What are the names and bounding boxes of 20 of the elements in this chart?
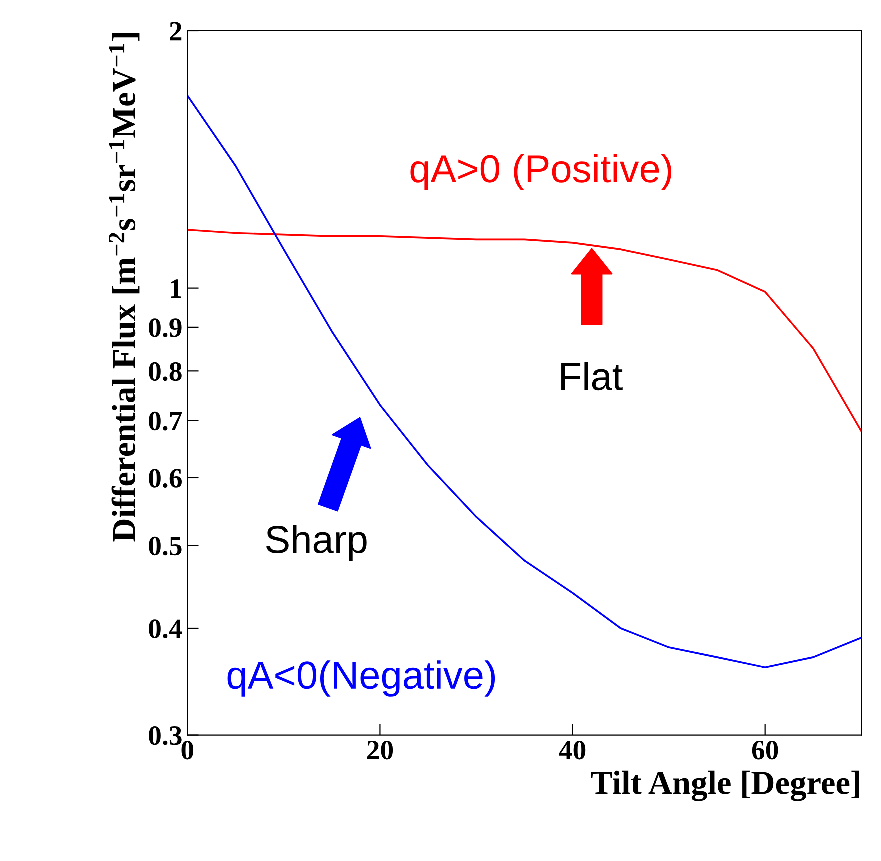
x-axis-title: Tilt Angle [Degree] xyxy=(591,770,860,802)
y-tick-label: 0.3 xyxy=(149,726,182,746)
y-tick-label: 0.8 xyxy=(149,362,182,382)
text: qA<0(Negative) xyxy=(228,660,496,697)
x-tick-label: 40 xyxy=(559,740,586,760)
series-label: qA>0 (Positive) xyxy=(410,154,672,191)
line-series xyxy=(188,229,862,432)
y-tick-label: 0.4 xyxy=(149,620,182,639)
y-tick-label: 0.9 xyxy=(149,318,182,338)
y-tick-label: 0.5 xyxy=(149,536,182,556)
text: Differential Flux [m$^{−2}$s$^{−1}$sr$^{−1}$MeV$^{−1}$] xyxy=(109,34,140,542)
y-tick-label: 0.6 xyxy=(149,469,182,488)
y-tick-label: 1 xyxy=(171,280,182,298)
annotation: Sharp xyxy=(266,524,367,562)
x-tick-label: 0 xyxy=(182,740,194,760)
x-tick-label: 60 xyxy=(752,740,778,760)
x-tick-label: 20 xyxy=(367,740,394,760)
annotation: Flat xyxy=(562,362,623,391)
y-tick-label: 2 xyxy=(170,22,182,41)
y-tick-label: 0.7 xyxy=(149,412,182,431)
